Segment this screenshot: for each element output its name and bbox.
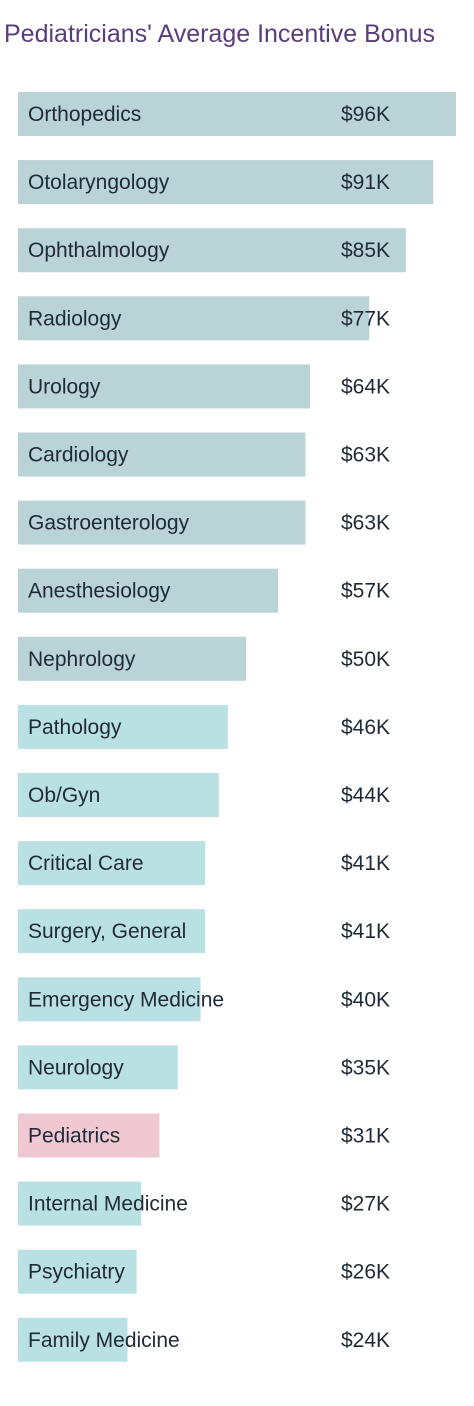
- category-label: Family Medicine: [28, 1329, 180, 1352]
- category-label: Surgery, General: [28, 920, 186, 943]
- value-label: $50K: [341, 648, 390, 671]
- category-label: Nephrology: [28, 648, 136, 671]
- category-label: Orthopedics: [28, 103, 141, 126]
- category-label: Psychiatry: [28, 1261, 125, 1284]
- bar-surgery-general: [18, 909, 206, 954]
- value-label: $91K: [341, 171, 390, 194]
- category-label: Cardiology: [28, 444, 129, 467]
- category-label: Neurology: [28, 1056, 124, 1079]
- value-label: $63K: [341, 444, 390, 467]
- value-label: $63K: [341, 512, 390, 535]
- category-label: Emergency Medicine: [28, 988, 224, 1011]
- bar-psychiatry: [18, 1249, 137, 1294]
- value-label: $64K: [341, 375, 390, 398]
- category-label: Ob/Gyn: [28, 784, 100, 807]
- value-label: $46K: [341, 716, 390, 739]
- bars-group: Orthopedics $96K Otolaryngology $91K Ophthal…: [18, 92, 456, 1362]
- category-label: Urology: [28, 375, 101, 398]
- category-label: Critical Care: [28, 852, 144, 875]
- category-label: Anesthesiology: [28, 580, 171, 603]
- bar-otolaryngology: [18, 160, 434, 205]
- bar-pediatrics: [18, 1113, 160, 1158]
- bar-internal-medicine: [18, 1181, 142, 1226]
- bar-family-medicine: [18, 1317, 128, 1362]
- category-label: Otolaryngology: [28, 171, 170, 194]
- value-label: $96K: [341, 103, 390, 126]
- bar-ophthalmology: [18, 228, 406, 273]
- bar-ob-gyn: [18, 773, 219, 817]
- bar-nephrology: [18, 636, 247, 681]
- value-label: $85K: [341, 239, 390, 262]
- value-label: $26K: [341, 1261, 390, 1284]
- value-label: $35K: [341, 1056, 390, 1079]
- category-label: Ophthalmology: [28, 239, 170, 262]
- value-label: $40K: [341, 988, 390, 1011]
- value-label: $41K: [341, 852, 390, 875]
- bar-anesthesiology: [18, 568, 279, 613]
- chart-title: Pediatricians' Average Incentive Bonus: [4, 20, 435, 48]
- bar-gastroenterology: [18, 500, 306, 545]
- category-label: Pediatrics: [28, 1125, 120, 1148]
- value-label: $44K: [341, 784, 390, 807]
- bar-urology: [18, 364, 310, 409]
- value-label: $41K: [341, 920, 390, 943]
- bar-radiology: [18, 296, 370, 341]
- value-label: $77K: [341, 307, 390, 330]
- bar-emergency-medicine: [18, 977, 201, 1022]
- value-label: $27K: [341, 1193, 390, 1216]
- bar-cardiology: [18, 432, 306, 477]
- value-label: $24K: [341, 1329, 390, 1352]
- bar-orthopedics: [18, 92, 456, 136]
- category-label: Pathology: [28, 716, 122, 739]
- bar-pathology: [18, 704, 228, 749]
- category-label: Radiology: [28, 307, 122, 330]
- category-label: Gastroenterology: [28, 512, 190, 535]
- value-label: $31K: [341, 1125, 390, 1148]
- bar-neurology: [18, 1045, 178, 1090]
- value-label: $57K: [341, 580, 390, 603]
- category-label: Internal Medicine: [28, 1193, 188, 1216]
- bar-critical-care: [18, 841, 206, 886]
